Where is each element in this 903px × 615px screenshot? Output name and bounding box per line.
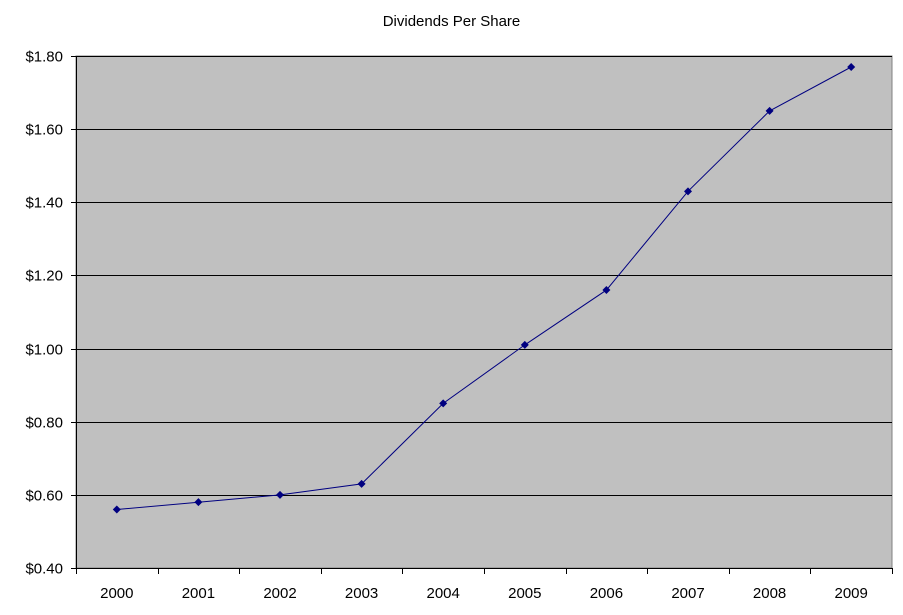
x-tick-label: 2004 bbox=[427, 585, 460, 602]
data-point bbox=[194, 498, 203, 507]
y-tick-label: $0.40 bbox=[25, 561, 63, 578]
x-tick-label: 2000 bbox=[100, 585, 133, 602]
y-tick-label: $1.00 bbox=[25, 342, 63, 359]
y-tick-label: $0.60 bbox=[25, 488, 63, 505]
y-tick-label: $0.80 bbox=[25, 415, 63, 432]
data-point bbox=[765, 106, 774, 115]
y-tick-label: $1.60 bbox=[25, 122, 63, 139]
data-point bbox=[520, 340, 529, 349]
x-tick-label: 2009 bbox=[835, 585, 868, 602]
data-point bbox=[112, 505, 121, 514]
data-point bbox=[439, 399, 448, 408]
y-tick-label: $1.40 bbox=[25, 195, 63, 212]
x-tick-label: 2006 bbox=[590, 585, 623, 602]
data-point bbox=[357, 479, 366, 488]
plot-area bbox=[75, 55, 893, 569]
x-tick-label: 2003 bbox=[345, 585, 378, 602]
data-point bbox=[684, 187, 692, 196]
x-tick-label: 2005 bbox=[508, 585, 541, 602]
data-point bbox=[847, 62, 856, 71]
y-tick-label: $1.80 bbox=[25, 49, 63, 66]
y-tick-label: $1.20 bbox=[25, 268, 63, 285]
data-point bbox=[276, 490, 284, 499]
x-tick-label: 2008 bbox=[753, 585, 786, 602]
chart-title: Dividends Per Share bbox=[382, 13, 521, 30]
x-tick-label: 2001 bbox=[182, 585, 215, 602]
series-line bbox=[116, 66, 852, 510]
x-tick-label: 2007 bbox=[671, 585, 704, 602]
data-point bbox=[602, 286, 611, 295]
x-tick-label: 2002 bbox=[263, 585, 296, 602]
